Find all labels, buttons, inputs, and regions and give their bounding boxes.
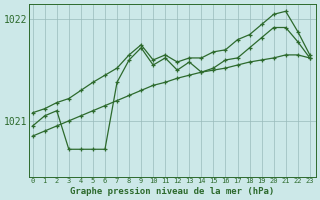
X-axis label: Graphe pression niveau de la mer (hPa): Graphe pression niveau de la mer (hPa) bbox=[70, 187, 275, 196]
